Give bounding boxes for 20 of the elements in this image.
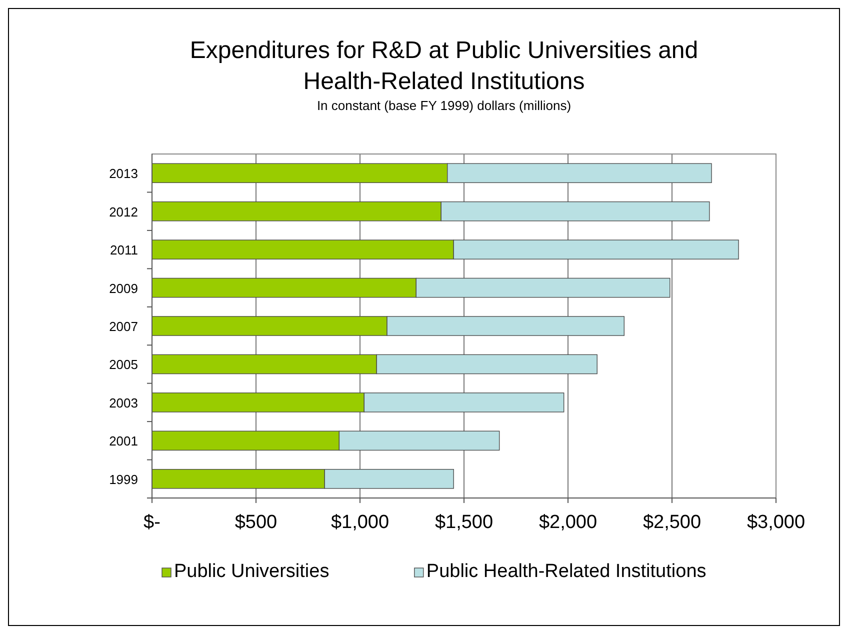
y-tick-label: 2013 bbox=[109, 166, 138, 182]
x-tick-label: $3,000 bbox=[746, 512, 806, 533]
legend-label: Public Universities bbox=[174, 561, 330, 582]
y-tick-label: 2005 bbox=[109, 357, 138, 372]
y-tick-label: 2007 bbox=[109, 319, 138, 334]
x-tick-label: $1,500 bbox=[434, 512, 494, 533]
x-tick-label: $- bbox=[144, 512, 160, 533]
y-tick-label: 2009 bbox=[109, 280, 138, 296]
chart-title: Expenditures for R&D at Public Universities and Health-Related Institutions bbox=[190, 37, 698, 95]
chart-subtitle: In constant (base FY 1999) dollars (millions) bbox=[316, 98, 572, 113]
legend-label: Public Health-Related Institutions bbox=[426, 561, 706, 582]
y-tick-label: 2003 bbox=[109, 395, 138, 410]
x-tick-label: $2,000 bbox=[538, 512, 598, 533]
y-tick-label: 2001 bbox=[109, 434, 138, 449]
x-tick-label: $500 bbox=[234, 512, 278, 533]
x-tick-label: $2,500 bbox=[642, 512, 702, 533]
y-tick-label: 2012 bbox=[109, 204, 138, 220]
x-tick-label: $1,000 bbox=[330, 512, 390, 533]
y-tick-label: 2011 bbox=[110, 242, 138, 258]
y-tick-label: 1999 bbox=[109, 472, 138, 487]
